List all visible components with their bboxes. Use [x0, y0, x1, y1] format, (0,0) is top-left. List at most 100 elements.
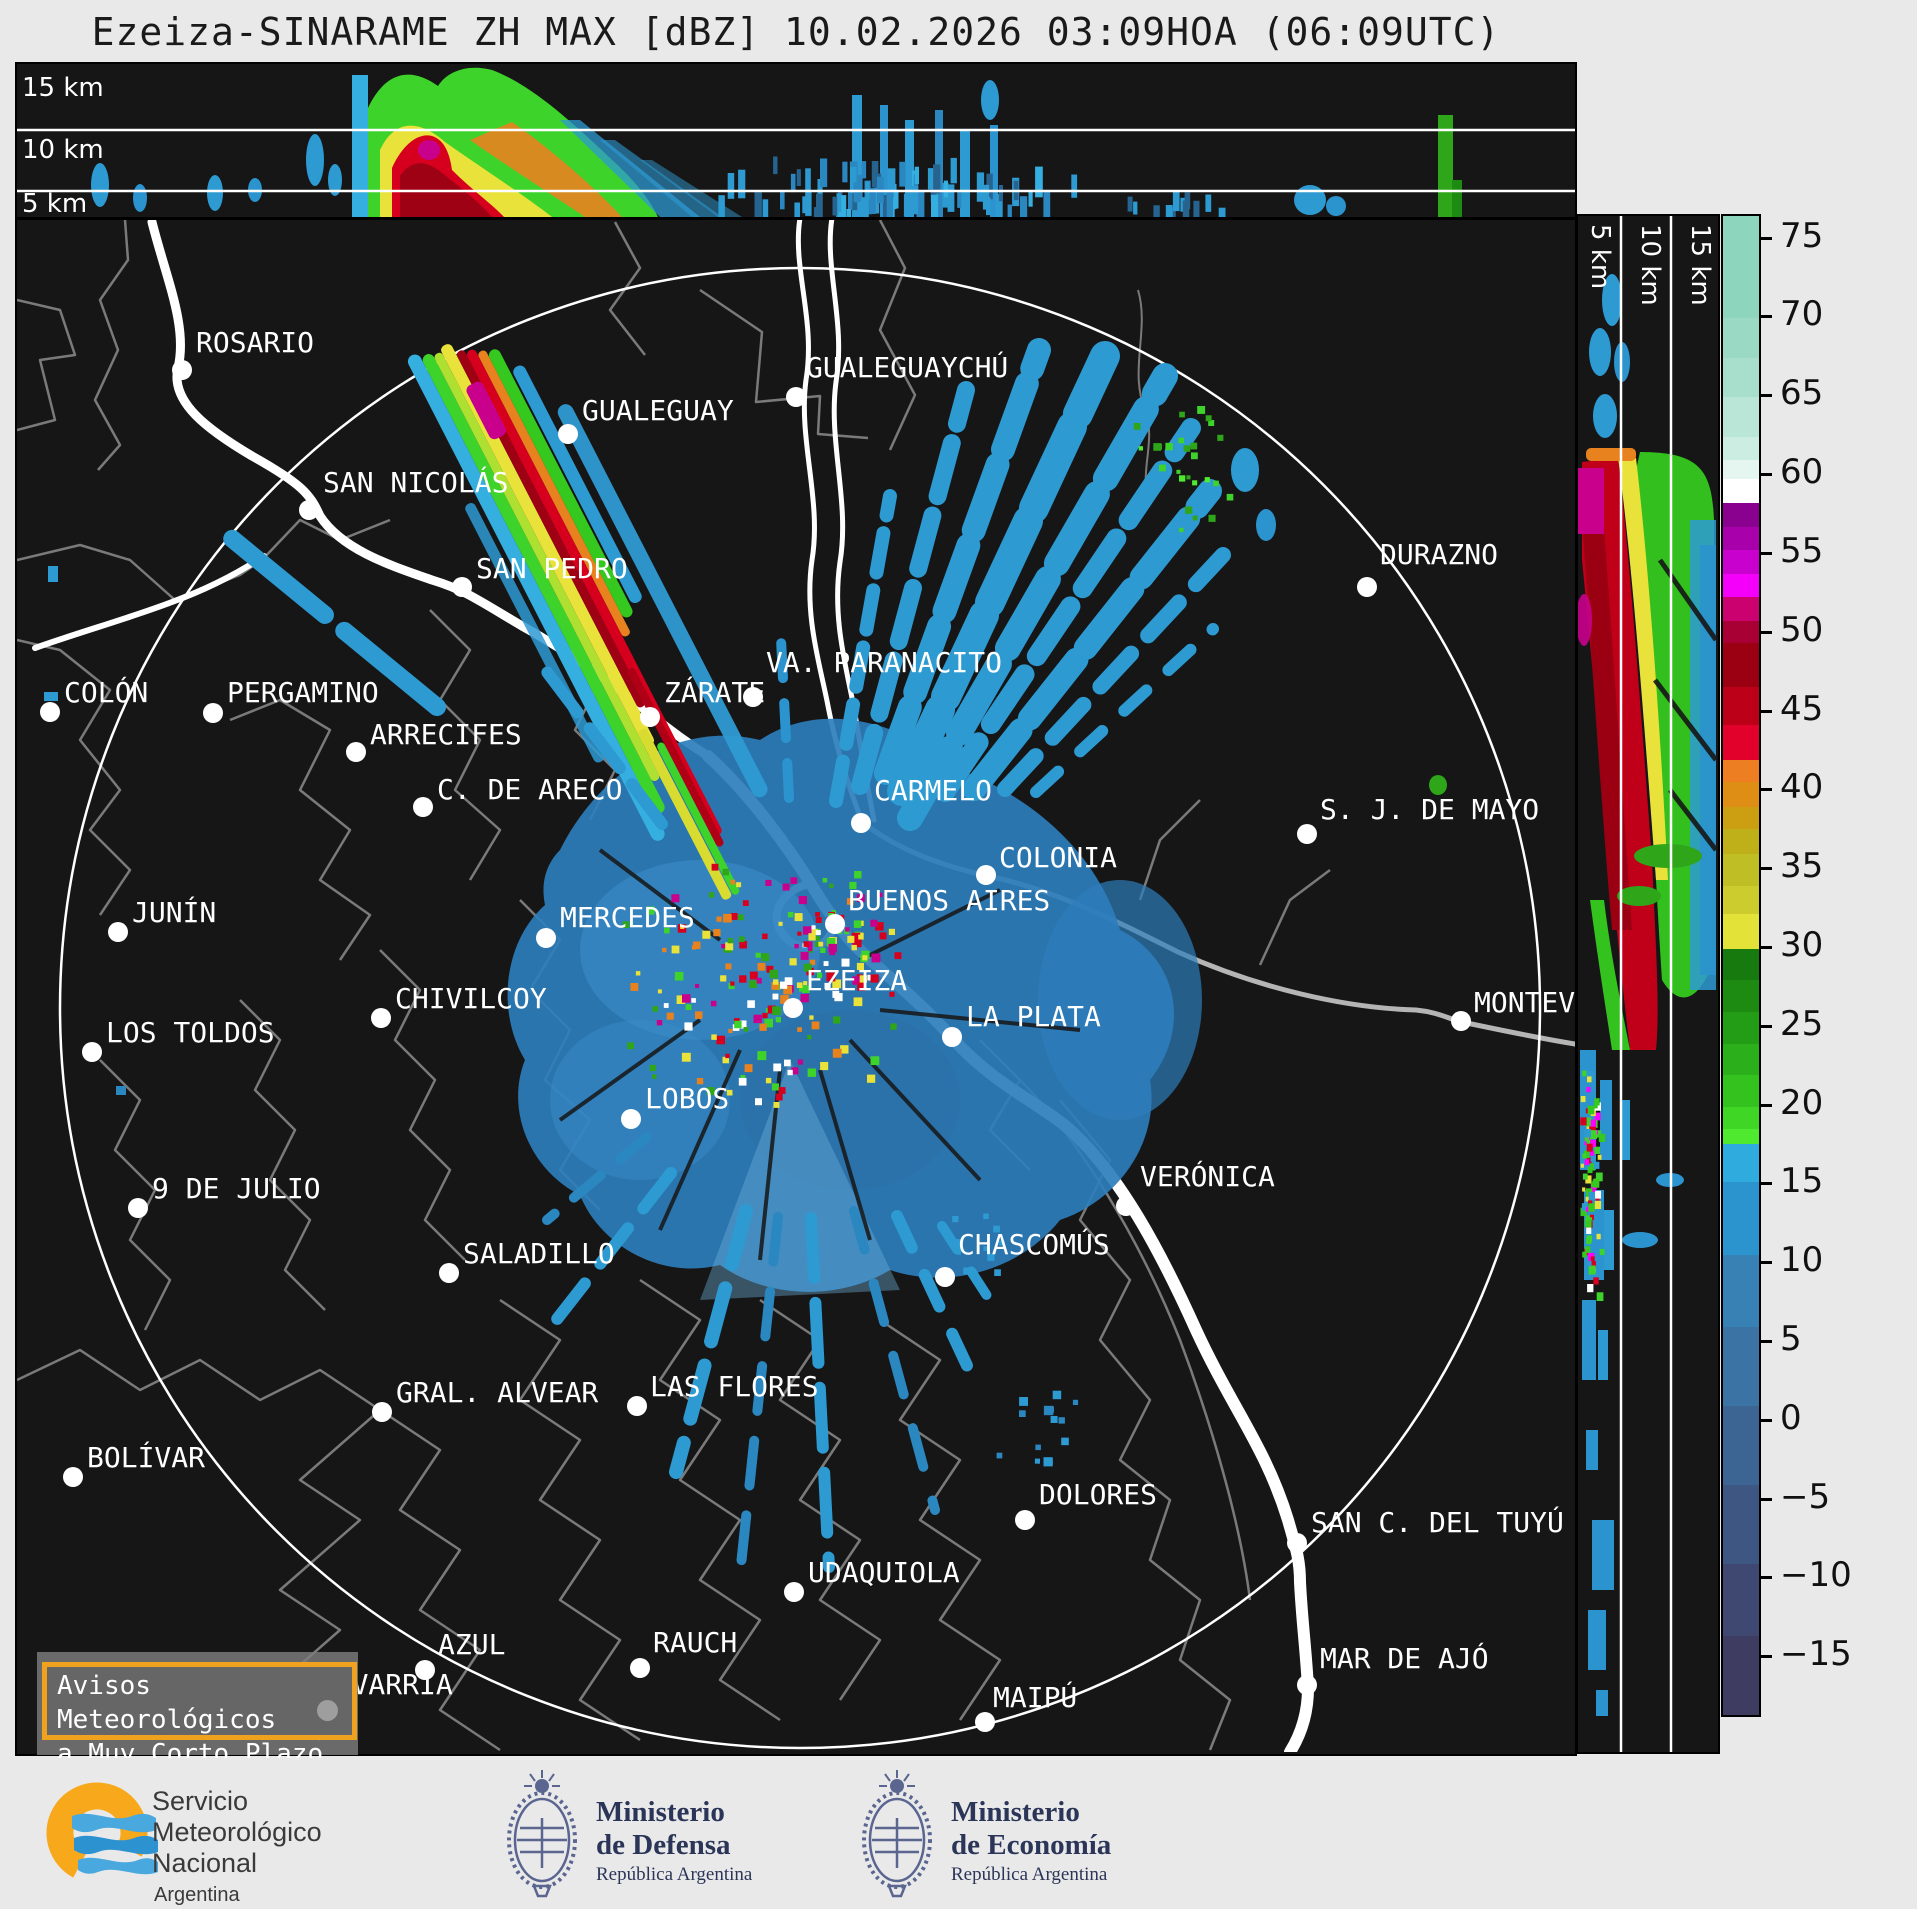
echo-speckle [1165, 205, 1173, 217]
echo-speckle [1205, 415, 1212, 422]
echo-speckle [1593, 1277, 1599, 1285]
echo-speckle [976, 172, 985, 202]
echo-speckle [952, 1216, 959, 1223]
echo-speckle [903, 193, 910, 217]
top-speckle-layer [718, 156, 1226, 217]
echo-speckle [797, 1059, 803, 1065]
echo-speckle [762, 199, 769, 217]
echo-speckle [983, 1246, 989, 1251]
echo-speckle [799, 985, 806, 992]
city-label: C. DE ARECO [437, 773, 622, 806]
echo-speckle [778, 921, 783, 926]
echo-speckle [782, 883, 790, 891]
echo-speckle [850, 166, 857, 193]
city-dot [783, 998, 803, 1018]
echo-speckle [725, 942, 734, 951]
footer-graphics [46, 1770, 932, 1898]
city-dot [452, 577, 472, 597]
echo-speckle [1153, 205, 1160, 217]
city-dot [371, 1008, 391, 1028]
echo-speckle [1043, 190, 1051, 217]
echo-speckle [706, 1087, 715, 1096]
echo-speckle [999, 1240, 1005, 1246]
colorbar-segment [1723, 436, 1759, 461]
city-marker-lobos: LOBOS [621, 1082, 729, 1129]
echo-speckle [1590, 1163, 1595, 1168]
city-marker-layer: ROSARIO SAN NICOLÁS GUALEGUAY GUALEGUAYCHÚ S… [40, 326, 1575, 1732]
echo-speckle [759, 1023, 767, 1031]
echo-speckle [957, 191, 962, 208]
echo-speckle [870, 1056, 880, 1066]
echo-speckle [1035, 1444, 1041, 1451]
echo-speckle [1589, 1150, 1595, 1157]
echo-speckle [1594, 1102, 1601, 1111]
city-label: MAR DE AJÓ [1320, 1641, 1489, 1675]
echo-speckle [1595, 1130, 1601, 1138]
echo-speckle [963, 1267, 971, 1275]
colorbar-tick-label: 55 [1780, 530, 1824, 571]
echo-speckle [1034, 1458, 1040, 1464]
smn-logo-icon [46, 1782, 158, 1884]
colorbar-segment [1723, 1254, 1759, 1328]
city-dot [203, 703, 223, 723]
echo-speckle [1197, 406, 1206, 414]
colorbar-segment [1723, 502, 1759, 527]
echo-speckle [894, 952, 902, 960]
echo-speckle [727, 938, 734, 944]
echo-speckle [899, 161, 906, 187]
city-dot [627, 1396, 647, 1416]
economia-coat-of-arms-icon [862, 1770, 932, 1898]
echo-speckle [663, 1003, 669, 1008]
top-5km-label: 5 km [22, 189, 87, 217]
echo-speckle [1185, 506, 1193, 514]
short-term-warnings-badge[interactable]: Avisos Meteorológicos a Muy Corto Plazo [37, 1652, 358, 1769]
echo-speckle [803, 963, 812, 972]
echo-speckle [771, 1083, 779, 1091]
colorbar-segment [1723, 914, 1759, 950]
top-10km-label: 10 km [22, 135, 104, 165]
echo-speckle [725, 963, 732, 970]
echo-speckle [1589, 1130, 1597, 1140]
west-river [32, 553, 267, 651]
city-marker-san-c-del-tuy-: SAN C. DEL TUYÚ [1287, 1505, 1564, 1553]
echo-speckle [802, 985, 810, 993]
city-marker-las-flores: LAS FLORES [627, 1370, 819, 1416]
echo-speckle [840, 1045, 849, 1054]
echo-speckle [807, 946, 813, 952]
city-dot [299, 500, 319, 520]
echo-speckle [911, 186, 919, 215]
echo-speckle [784, 1059, 791, 1067]
echo-speckle [807, 1035, 812, 1040]
short-term-warnings-frame: Avisos Meteorológicos a Muy Corto Plazo [42, 1662, 357, 1769]
echo-speckle [773, 1063, 782, 1072]
city-dot [415, 1660, 435, 1680]
echo-speckle [796, 169, 801, 186]
echo-speckle [722, 868, 729, 876]
echo-speckle [1020, 196, 1028, 217]
echo-speckle [1594, 1112, 1601, 1121]
echo-speckle [871, 161, 879, 188]
colorbar-tick-label: 15 [1780, 1161, 1824, 1202]
echo-speckle [635, 971, 641, 976]
echo-speckle [870, 974, 879, 983]
echo-speckle [747, 1000, 755, 1008]
colorbar-tick-label: 30 [1780, 924, 1824, 965]
echo-speckle [681, 1052, 691, 1062]
echo-speckle [708, 892, 715, 898]
footer: Servicio Meteorológico Nacional Argentin… [0, 1758, 1917, 1909]
echo-speckle [931, 194, 939, 217]
city-marker-jun-n: JUNÍN [108, 895, 216, 942]
right-5km-label: 5 km [1585, 224, 1615, 289]
echo-speckle [1043, 1405, 1054, 1416]
warning-status-dot [317, 1700, 338, 1721]
echo-speckle [986, 173, 993, 200]
echo-speckle [995, 193, 1003, 217]
echo-speckle [711, 1034, 717, 1040]
echo-speckle [1133, 201, 1138, 215]
echo-speckle [956, 1250, 961, 1255]
echo-speckle [1594, 1200, 1601, 1209]
city-dot [935, 1267, 955, 1287]
echo-speckle [1585, 1175, 1592, 1184]
city-label: BUENOS AIRES [848, 884, 1050, 917]
